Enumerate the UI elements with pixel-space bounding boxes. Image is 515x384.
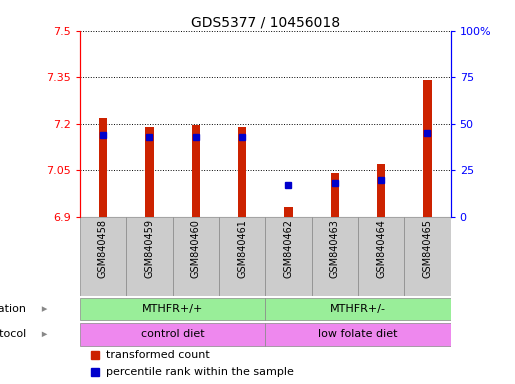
Bar	[99, 118, 107, 217]
Bar	[265, 298, 451, 320]
Text: GSM840462: GSM840462	[283, 219, 294, 278]
Bar	[284, 207, 293, 217]
Text: low folate diet: low folate diet	[318, 329, 398, 339]
Text: GSM840463: GSM840463	[330, 219, 340, 278]
Text: control diet: control diet	[141, 329, 204, 339]
Text: GSM840461: GSM840461	[237, 219, 247, 278]
Bar	[312, 217, 358, 296]
Text: percentile rank within the sample: percentile rank within the sample	[106, 367, 294, 377]
Bar	[377, 164, 385, 217]
Bar	[80, 217, 126, 296]
Bar	[265, 217, 312, 296]
Text: MTHFR+/+: MTHFR+/+	[142, 304, 203, 314]
Bar	[219, 217, 265, 296]
Text: genotype/variation: genotype/variation	[0, 304, 26, 314]
Text: protocol: protocol	[0, 329, 26, 339]
Bar	[238, 127, 246, 217]
Text: GSM840460: GSM840460	[191, 219, 201, 278]
Text: GSM840465: GSM840465	[422, 219, 433, 278]
Bar	[126, 217, 173, 296]
Bar	[145, 127, 153, 217]
Bar	[192, 125, 200, 217]
Text: MTHFR+/-: MTHFR+/-	[330, 304, 386, 314]
Bar	[80, 298, 265, 320]
Text: transformed count: transformed count	[106, 350, 210, 360]
Bar	[331, 173, 339, 217]
Bar	[173, 217, 219, 296]
Bar	[423, 80, 432, 217]
Text: GSM840459: GSM840459	[144, 219, 154, 278]
Title: GDS5377 / 10456018: GDS5377 / 10456018	[191, 16, 340, 30]
Bar	[265, 323, 451, 346]
Text: GSM840464: GSM840464	[376, 219, 386, 278]
Text: GSM840458: GSM840458	[98, 219, 108, 278]
Bar	[358, 217, 404, 296]
Bar	[80, 323, 265, 346]
Bar	[404, 217, 451, 296]
